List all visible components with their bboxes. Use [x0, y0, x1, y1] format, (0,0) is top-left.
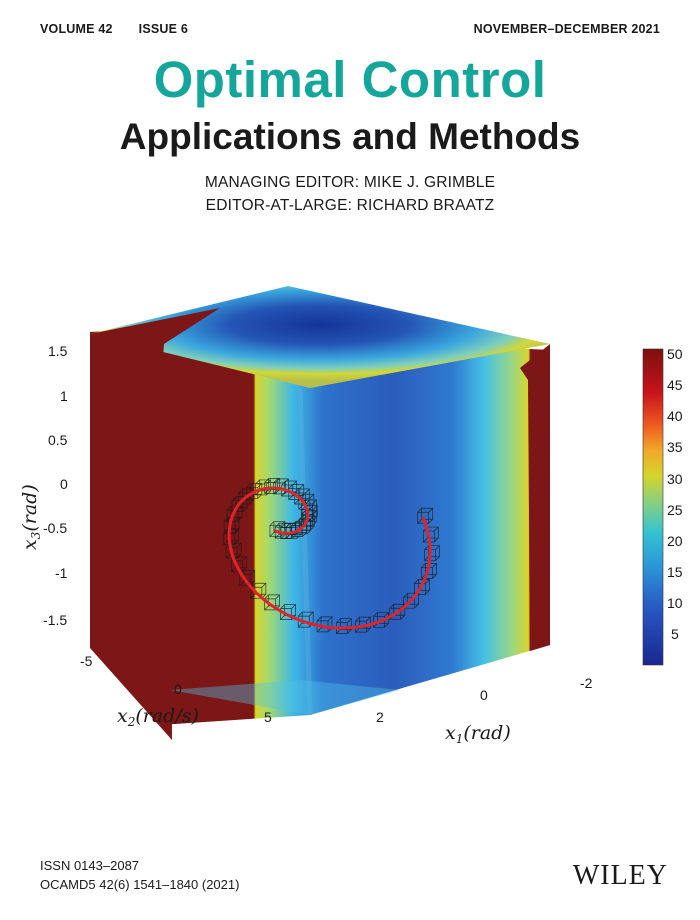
- colorbar-tick: 50: [667, 346, 683, 362]
- trajectory-box: [373, 611, 389, 628]
- z-tick: 0: [60, 476, 68, 492]
- trajectory-box: [295, 518, 312, 535]
- x2-axis: -5 0 5: [80, 653, 272, 725]
- trajectory-box: [335, 618, 352, 634]
- journal-code: OCAMD5 42(6) 1541–1840 (2021): [40, 877, 240, 892]
- colorbar-tick: 10: [667, 595, 683, 611]
- trajectory-box: [223, 529, 240, 546]
- x2-axis-label: x2(rad/s): [117, 705, 199, 729]
- journal-title-line2: Applications and Methods: [119, 116, 581, 157]
- colorbar: [642, 348, 664, 666]
- colorbar-tick: 25: [667, 502, 683, 518]
- issue-date: NOVEMBER–DECEMBER 2021: [473, 22, 660, 36]
- trajectory-box: [280, 604, 296, 621]
- cube-right-strip: [528, 350, 550, 651]
- cube-front-edge: [297, 387, 313, 716]
- z-tick: -1: [55, 565, 68, 581]
- volume-issue: VOLUME 42 ISSUE 6: [40, 22, 188, 36]
- top-left-corner: [90, 308, 220, 374]
- cube-left-face: [90, 328, 172, 740]
- z-axis: 1.5 1 0.5 0 -0.5 -1 -1.5: [43, 343, 68, 628]
- colorbar-tick: 20: [667, 533, 683, 549]
- colorbar-tick: 35: [667, 439, 683, 455]
- trajectory-box: [424, 545, 440, 562]
- managing-editor: MANAGING EDITOR: MIKE J. GRIMBLE: [204, 174, 496, 191]
- trajectory-box: [422, 526, 439, 543]
- x2-tick: 5: [264, 709, 272, 725]
- colorbar-tick: 40: [667, 408, 683, 424]
- z-tick: -0.5: [43, 520, 67, 536]
- x1-tick: -2: [580, 675, 593, 691]
- trajectory-box: [226, 505, 243, 522]
- x1-axis-label: x1(rad): [445, 722, 511, 746]
- z-tick: -1.5: [43, 612, 67, 628]
- trajectory-box: [223, 516, 240, 533]
- z-tick: 1.5: [48, 343, 68, 359]
- issn: ISSN 0143–2087: [40, 858, 140, 873]
- trajectory-box: [389, 603, 406, 620]
- trajectory-box: [264, 594, 280, 611]
- z-tick: 0.5: [48, 432, 68, 448]
- x1-tick: 2: [376, 709, 384, 725]
- trajectory-box: [280, 523, 297, 540]
- issue-label: ISSUE 6: [138, 22, 188, 36]
- cover-figure: 1.5 1 0.5 0 -0.5 -1 -1.5 x3(rad) -5 0 5 …: [19, 286, 683, 746]
- journal-title-line1: Optimal Control: [153, 51, 547, 108]
- x2-tick: 0: [174, 681, 182, 697]
- trajectory-box: [421, 562, 437, 579]
- colorbar-tick: 45: [667, 377, 683, 393]
- x2-tick: -5: [80, 653, 93, 669]
- colorbar-ticks: 50 45 40 35 30 25 20 15 10 5: [667, 346, 683, 642]
- trajectory-box: [417, 507, 434, 524]
- z-tick: 1: [60, 388, 68, 404]
- x1-axis: 2 0 -2: [376, 675, 593, 725]
- trajectory-box: [301, 505, 318, 521]
- cube-front-face: [160, 330, 550, 725]
- publisher-logo: WILEY: [572, 860, 668, 891]
- colorbar-tick: 15: [667, 564, 683, 580]
- trajectory-box: [301, 510, 317, 526]
- trajectory-line: [227, 486, 432, 630]
- trajectory-box: [355, 616, 371, 633]
- colorbar-tick: 30: [667, 471, 683, 487]
- bottom-glow: [170, 680, 400, 715]
- trajectory-box: [414, 579, 430, 595]
- trajectory-box: [238, 488, 255, 505]
- z-axis-label: x3(rad): [19, 484, 43, 550]
- editor-at-large: EDITOR-AT-LARGE: RICHARD BRAATZ: [205, 197, 495, 214]
- x1-tick: 0: [480, 687, 488, 703]
- volume-label: VOLUME 42: [40, 22, 113, 36]
- colorbar-tick: 5: [671, 626, 679, 642]
